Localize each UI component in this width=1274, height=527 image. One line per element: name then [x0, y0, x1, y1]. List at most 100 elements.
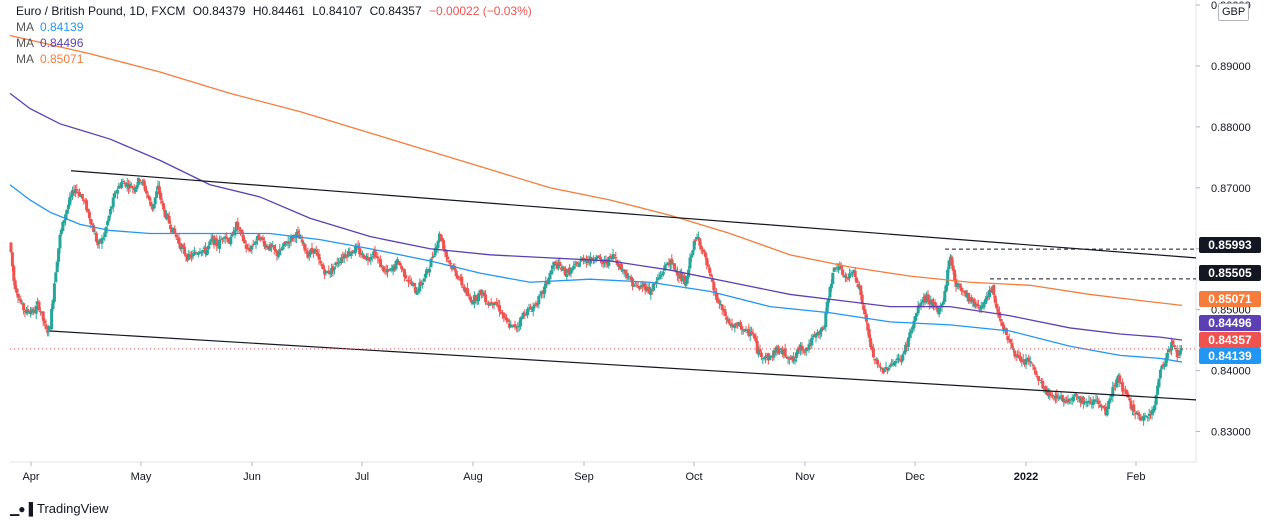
candle-body — [247, 247, 251, 251]
currency-button[interactable]: GBP — [1218, 3, 1250, 21]
candle-body — [1028, 361, 1032, 363]
candle-body — [456, 275, 460, 279]
candle-body — [394, 260, 398, 270]
candle-body — [649, 289, 653, 295]
candle-body — [597, 255, 601, 257]
candle-body — [59, 229, 63, 235]
candle-body — [988, 290, 992, 297]
x-tick-label: Jun — [243, 471, 261, 483]
candle-body — [1153, 405, 1157, 411]
candle-body — [309, 249, 313, 255]
candle-body — [57, 248, 61, 262]
candle-body — [52, 283, 56, 302]
candle-body — [702, 249, 706, 252]
x-tick-label: May — [131, 471, 152, 483]
candle-body — [66, 204, 70, 210]
candle-body — [860, 294, 864, 304]
level-mid-tag: 0.85505 — [1199, 265, 1261, 281]
candle-body — [373, 250, 377, 258]
candle-body — [768, 356, 772, 361]
candle-body — [80, 194, 84, 199]
candle-body — [366, 257, 370, 261]
candle-body — [985, 295, 989, 301]
x-tick-label: Sep — [574, 471, 594, 483]
candle-body — [1132, 404, 1136, 412]
candle-body — [713, 291, 717, 293]
x-tick-label: Dec — [905, 471, 925, 483]
candle-body — [832, 267, 836, 272]
candle-body — [300, 239, 304, 243]
candle-body — [1007, 338, 1011, 340]
candle-body — [1027, 357, 1031, 362]
candle-body — [715, 293, 719, 300]
candle-body — [807, 344, 811, 350]
candle-body — [773, 351, 777, 353]
candle-body — [454, 270, 458, 277]
candle-body — [1142, 416, 1146, 421]
candle-body — [278, 249, 282, 256]
legend-ma1-label: MA — [16, 20, 34, 34]
candle-body — [810, 337, 814, 346]
candle-body — [337, 262, 341, 264]
legend-change: −0.00022 (−0.03%) — [429, 4, 532, 18]
candle-body — [351, 250, 355, 253]
candle-body — [839, 264, 843, 269]
candle-body — [1097, 400, 1101, 404]
candle-body — [1052, 398, 1056, 400]
candle-body — [779, 348, 783, 350]
candle-body — [120, 182, 124, 188]
candle-body — [387, 270, 391, 272]
candle-body — [129, 185, 133, 188]
x-tick-label: Aug — [463, 471, 483, 483]
candle-body — [841, 269, 845, 275]
tradingview-logo-icon: ▁●▐ — [10, 501, 33, 516]
legend-ma3-row[interactable]: MA 0.85071 — [16, 51, 536, 67]
candle-body — [467, 294, 471, 297]
candle-body — [400, 266, 404, 269]
candle-body — [282, 242, 286, 247]
candle-body — [254, 241, 258, 244]
candle-body — [183, 247, 187, 255]
candle-body — [794, 352, 798, 358]
candle-body — [982, 302, 986, 308]
candle-body — [821, 328, 825, 330]
candle-body — [258, 239, 262, 241]
legend-ma2-row[interactable]: MA 0.84496 — [16, 35, 536, 51]
candle-body — [219, 239, 223, 241]
candle-body — [1170, 342, 1174, 351]
candle-body — [969, 297, 973, 302]
candle-body — [365, 255, 369, 259]
candle-body — [370, 256, 374, 258]
candle-body — [465, 287, 469, 296]
candle-body — [866, 323, 870, 331]
candle-body — [199, 251, 203, 254]
candle-body — [904, 344, 908, 353]
candle-body — [912, 320, 916, 329]
candle-body — [1091, 400, 1095, 405]
candle-body — [754, 337, 758, 342]
candle-body — [380, 265, 384, 267]
candle-body — [50, 308, 54, 330]
legend-ma1-row[interactable]: MA 0.84139 — [16, 19, 536, 35]
candle-body — [55, 261, 59, 273]
candle-body — [673, 263, 677, 270]
candle-body — [299, 237, 303, 239]
candle-body — [1074, 394, 1078, 396]
candle-body — [953, 269, 957, 281]
y-tick-label: 0.83000 — [1211, 427, 1251, 439]
candle-body — [169, 224, 173, 230]
candle-body — [692, 240, 696, 250]
candle-body — [345, 256, 349, 258]
candle-body — [554, 261, 558, 263]
candle-body — [569, 268, 573, 274]
candle-body — [1144, 416, 1148, 418]
candle-body — [688, 257, 692, 269]
candle-body — [1150, 410, 1154, 415]
tradingview-brand[interactable]: ▁●▐ TradingView — [10, 501, 109, 516]
candle-body — [598, 256, 602, 260]
candle-body — [538, 294, 542, 296]
candle-body — [54, 272, 58, 283]
candle-body — [594, 257, 598, 262]
candle-body — [241, 235, 245, 242]
